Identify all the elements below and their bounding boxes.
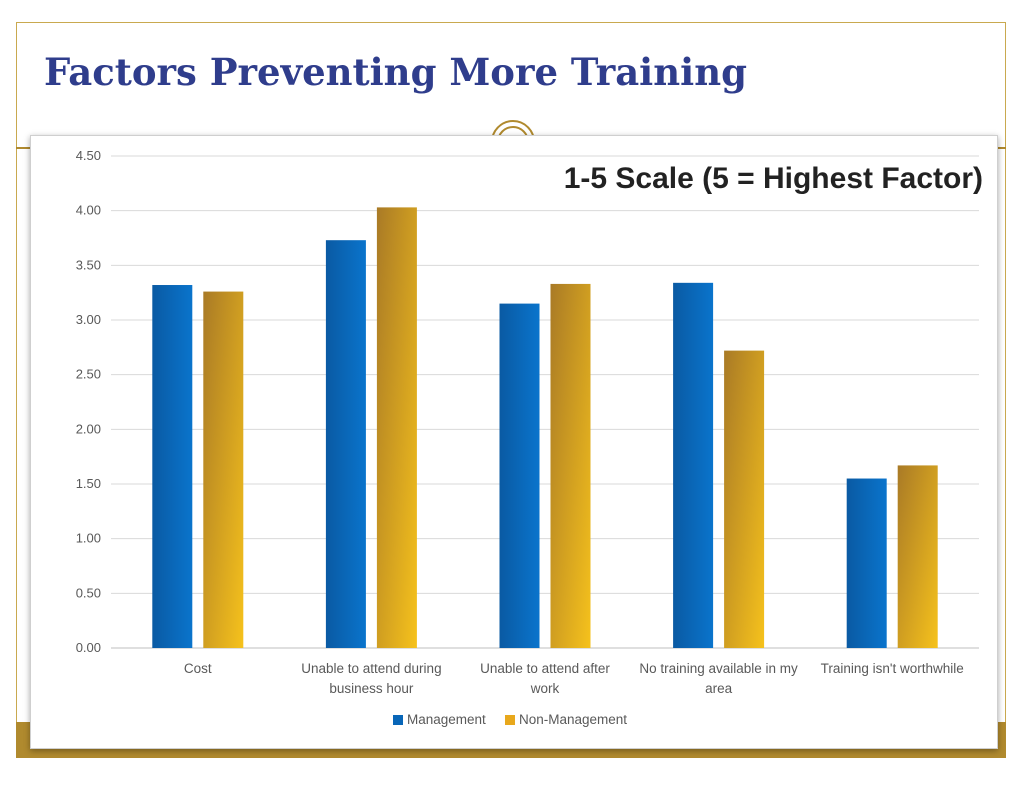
x-category-label-line: Training isn't worthwhile [821, 661, 964, 676]
x-category-label-line: work [530, 681, 560, 696]
x-category-label: Unable to attend after work [480, 661, 610, 696]
x-category-label-line: business hour [329, 681, 414, 696]
chart-card: 0.00 0.50 1.00 1.50 2.00 2.50 3.00 3.50 4.00 4.50… [30, 135, 998, 749]
y-tick-label: 2.50 [76, 367, 101, 382]
x-category-label-line: No training available in my [639, 661, 798, 676]
legend-swatch [505, 715, 515, 725]
x-category-label: Cost [184, 661, 212, 676]
legend: Management Non-Management [393, 712, 627, 727]
bar-non-management [550, 283, 591, 648]
y-tick-label: 3.00 [76, 312, 101, 327]
bar-management [846, 478, 887, 648]
bar-management [325, 240, 366, 648]
y-tick-label: 1.50 [76, 476, 101, 491]
legend-swatch [393, 715, 403, 725]
x-category-label: No training available in my area [639, 661, 798, 696]
bar-non-management [897, 465, 938, 648]
y-tick-label: 4.50 [76, 148, 101, 163]
x-category-label-line: Cost [184, 661, 212, 676]
legend-label: Management [407, 712, 486, 727]
y-tick-label: 0.00 [76, 640, 101, 655]
grid-lines [111, 155, 979, 649]
x-category-label-line: Unable to attend after [480, 661, 610, 676]
bar-management [673, 282, 714, 648]
y-tick-label: 3.50 [76, 257, 101, 272]
y-axis-ticks: 0.00 0.50 1.00 1.50 2.00 2.50 3.00 3.50 4.00 4.50 [76, 148, 101, 655]
bar-management [152, 285, 193, 648]
bar-non-management [376, 207, 417, 648]
bars [152, 207, 938, 648]
bar-non-management [203, 291, 244, 648]
y-tick-label: 1.00 [76, 531, 101, 546]
y-tick-label: 4.00 [76, 203, 101, 218]
x-category-label: Training isn't worthwhile [821, 661, 964, 676]
x-axis-categories: Cost Unable to attend during business hour… [184, 661, 964, 696]
x-category-label-line: area [705, 681, 733, 696]
y-tick-label: 0.50 [76, 585, 101, 600]
x-category-label: Unable to attend during business hour [301, 661, 441, 696]
bar-chart: 0.00 0.50 1.00 1.50 2.00 2.50 3.00 3.50 4.00 4.50… [76, 148, 979, 727]
slide-title: Factors Preventing More Training [44, 50, 747, 94]
x-category-label-line: Unable to attend during [301, 661, 441, 676]
bar-management [499, 303, 540, 648]
chart-annotation: 1-5 Scale (5 = Highest Factor) [563, 162, 983, 196]
legend-label: Non-Management [519, 712, 627, 727]
bar-non-management [724, 350, 765, 648]
y-tick-label: 2.00 [76, 421, 101, 436]
